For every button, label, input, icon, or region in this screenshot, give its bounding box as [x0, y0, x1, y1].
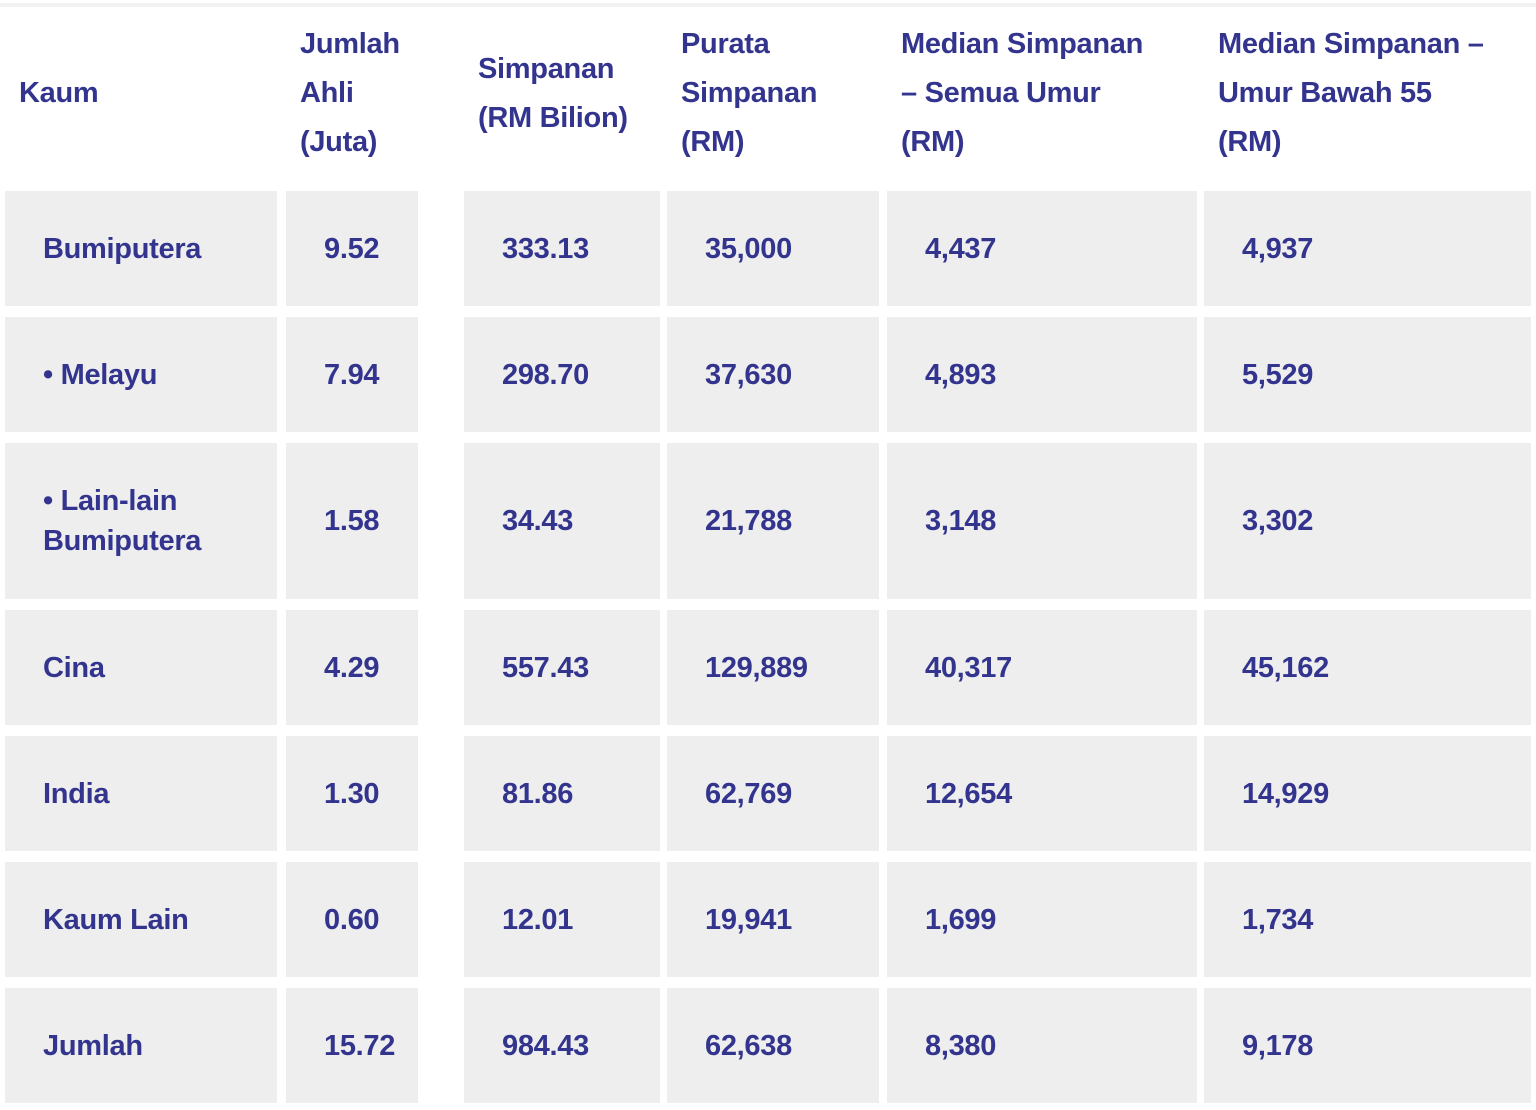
column-header-purata-simpanan: Purata Simpanan (RM)	[667, 7, 887, 191]
value-cell: 8,380	[887, 988, 1204, 1103]
value-cell: 35,000	[667, 191, 887, 317]
value-cell: 1,734	[1204, 862, 1531, 988]
value-cell: 21,788	[667, 443, 887, 610]
value-cell: 4,437	[887, 191, 1204, 317]
row-label: Cina	[5, 610, 286, 736]
table-row-lain-lain-bumiputera: • Lain-lain Bumiputera 1.58 34.43 21,788…	[5, 443, 1531, 610]
value-cell: 19,941	[667, 862, 887, 988]
table-row-india: India 1.30 81.86 62,769 12,654 14,929	[5, 736, 1531, 862]
value-cell: 34.43	[464, 443, 667, 610]
row-label: Kaum Lain	[5, 862, 286, 988]
top-divider	[0, 3, 1536, 7]
value-cell: 15.72	[286, 988, 464, 1103]
value-cell: 40,317	[887, 610, 1204, 736]
value-cell: 9.52	[286, 191, 464, 317]
value-cell: 333.13	[464, 191, 667, 317]
header-row: Kaum Jumlah Ahli (Juta) Simpanan (RM Bil…	[5, 7, 1531, 191]
value-cell: 9,178	[1204, 988, 1531, 1103]
value-cell: 0.60	[286, 862, 464, 988]
value-cell: 129,889	[667, 610, 887, 736]
column-header-median-semua-umur: Median Simpanan – Semua Umur (RM)	[887, 7, 1204, 191]
value-cell: 1,699	[887, 862, 1204, 988]
value-cell: 5,529	[1204, 317, 1531, 443]
column-header-median-bawah-55: Median Simpanan – Umur Bawah 55 (RM)	[1204, 7, 1531, 191]
row-label: Bumiputera	[5, 191, 286, 317]
value-cell: 62,638	[667, 988, 887, 1103]
value-cell: 4,893	[887, 317, 1204, 443]
value-cell: 1.58	[286, 443, 464, 610]
column-header-kaum: Kaum	[5, 7, 286, 191]
value-cell: 3,302	[1204, 443, 1531, 610]
row-label: • Melayu	[5, 317, 286, 443]
value-cell: 984.43	[464, 988, 667, 1103]
value-cell: 37,630	[667, 317, 887, 443]
value-cell: 4,937	[1204, 191, 1531, 317]
row-label: Jumlah	[5, 988, 286, 1103]
table-row-melayu: • Melayu 7.94 298.70 37,630 4,893 5,529	[5, 317, 1531, 443]
table-row-jumlah: Jumlah 15.72 984.43 62,638 8,380 9,178	[5, 988, 1531, 1103]
row-label: • Lain-lain Bumiputera	[5, 443, 286, 610]
table-row-kaum-lain: Kaum Lain 0.60 12.01 19,941 1,699 1,734	[5, 862, 1531, 988]
table-row-bumiputera: Bumiputera 9.52 333.13 35,000 4,437 4,93…	[5, 191, 1531, 317]
value-cell: 81.86	[464, 736, 667, 862]
value-cell: 12,654	[887, 736, 1204, 862]
value-cell: 14,929	[1204, 736, 1531, 862]
value-cell: 557.43	[464, 610, 667, 736]
value-cell: 12.01	[464, 862, 667, 988]
table-row-cina: Cina 4.29 557.43 129,889 40,317 45,162	[5, 610, 1531, 736]
value-cell: 45,162	[1204, 610, 1531, 736]
value-cell: 62,769	[667, 736, 887, 862]
value-cell: 298.70	[464, 317, 667, 443]
value-cell: 7.94	[286, 317, 464, 443]
value-cell: 1.30	[286, 736, 464, 862]
value-cell: 4.29	[286, 610, 464, 736]
column-header-simpanan: Simpanan (RM Bilion)	[464, 7, 667, 191]
column-header-jumlah-ahli: Jumlah Ahli (Juta)	[286, 7, 464, 191]
value-cell: 3,148	[887, 443, 1204, 610]
row-label: India	[5, 736, 286, 862]
epf-savings-by-race-table: Kaum Jumlah Ahli (Juta) Simpanan (RM Bil…	[5, 7, 1531, 1103]
